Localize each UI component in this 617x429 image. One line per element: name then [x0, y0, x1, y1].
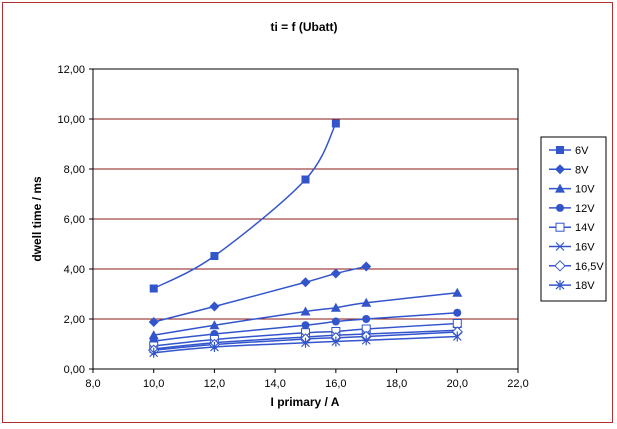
legend-marker	[555, 164, 565, 175]
data-point-6v	[210, 252, 219, 260]
legend-item-10v: 10V	[549, 183, 595, 196]
data-point-10v	[452, 287, 463, 297]
data-point-18v	[361, 335, 371, 346]
legend-marker	[555, 222, 565, 232]
data-point-8v	[330, 268, 341, 279]
series-group	[148, 119, 463, 358]
data-point-12v	[301, 321, 310, 330]
legend-label: 14V	[575, 222, 595, 234]
y-axis: 0,00 2,00 4,00 6,00 8,00 10,00 12,00	[57, 64, 93, 376]
legend-label: 10V	[575, 184, 595, 196]
y-tick-label: 8,00	[64, 164, 85, 176]
x-tick-label: 18,0	[386, 378, 407, 390]
data-point-10v	[300, 306, 311, 316]
x-axis: 8,0 10,0 12,0 14,0 16,0 18,0 20,0 22,0	[85, 369, 529, 390]
x-tick-label: 12,0	[204, 378, 225, 390]
y-tick-label: 2,00	[64, 314, 85, 326]
data-point-12v	[362, 315, 371, 323]
legend-item-12v: 12V	[549, 203, 595, 215]
x-tick-label: 10,0	[143, 378, 164, 390]
legend: 6V 8V 10V 12V 14V 16V 16,5V 18V	[540, 136, 607, 302]
y-tick-label: 4,00	[64, 264, 85, 276]
legend-label: 8V	[575, 164, 589, 176]
series-18v	[149, 331, 462, 358]
data-point-10v	[209, 320, 220, 330]
legend-item-18v: 18V	[549, 280, 595, 292]
legend-label: 16,5V	[575, 261, 604, 273]
legend-item-16-5v: 16,5V	[549, 260, 604, 273]
y-tick-label: 0,00	[64, 364, 85, 376]
legend-label: 6V	[575, 145, 589, 157]
data-point-12v	[453, 308, 462, 317]
data-point-18v	[452, 331, 462, 342]
legend-marker	[556, 146, 564, 154]
legend-label: 12V	[575, 203, 595, 215]
y-tick-label: 10,00	[57, 114, 85, 126]
legend-marker	[555, 242, 565, 251]
legend-item-16v: 16V	[549, 242, 595, 254]
series-8v	[148, 261, 372, 327]
x-axis-title: I primary / A	[271, 395, 340, 409]
chart-title: ti = f (Ubatt)	[271, 20, 338, 34]
legend-label: 18V	[575, 280, 595, 292]
series-line-6v	[153, 123, 337, 290]
series-10v	[148, 287, 463, 340]
legend-marker	[556, 203, 564, 212]
legend-item-8v: 8V	[549, 164, 589, 176]
y-axis-title: dwell time / ms	[30, 176, 44, 262]
data-point-8v	[209, 301, 220, 312]
data-point-8v	[361, 261, 372, 272]
chart: ti = f (Ubatt) 0,002,004,006,008,0010,00…	[30, 20, 607, 409]
legend-box	[540, 136, 607, 302]
legend-marker	[555, 183, 565, 193]
legend-item-14v: 14V	[549, 222, 595, 234]
data-point-18v	[331, 336, 341, 347]
x-tick-label: 22,0	[507, 378, 528, 390]
legend-marker	[554, 260, 566, 272]
legend-item-6v: 6V	[549, 145, 589, 157]
y-tick-label: 6,00	[64, 214, 85, 226]
data-point-18v	[210, 342, 219, 352]
data-point-6v	[149, 284, 158, 293]
data-point-6v	[331, 119, 340, 128]
data-point-18v	[301, 337, 310, 348]
data-point-8v	[300, 277, 311, 288]
x-tick-label: 14,0	[264, 378, 285, 390]
chart-frame: ti = f (Ubatt) 0,00 2,00 4,00 6,00 8,00 10,00…	[2, 2, 613, 423]
data-point-18v	[149, 347, 159, 358]
y-tick-label: 12,00	[57, 64, 85, 76]
data-point-10v	[330, 302, 341, 312]
series-6v	[149, 119, 340, 293]
data-point-10v	[361, 297, 372, 307]
data-point-6v	[301, 175, 310, 184]
x-tick-label: 8,0	[85, 378, 100, 390]
legend-marker	[555, 280, 565, 291]
data-point-12v	[331, 317, 340, 326]
data-point-8v	[148, 317, 159, 327]
data-point-10v	[148, 330, 159, 340]
x-tick-label: 16,0	[325, 378, 346, 390]
x-tick-label: 20,0	[447, 378, 468, 390]
legend-label: 16V	[575, 242, 595, 254]
